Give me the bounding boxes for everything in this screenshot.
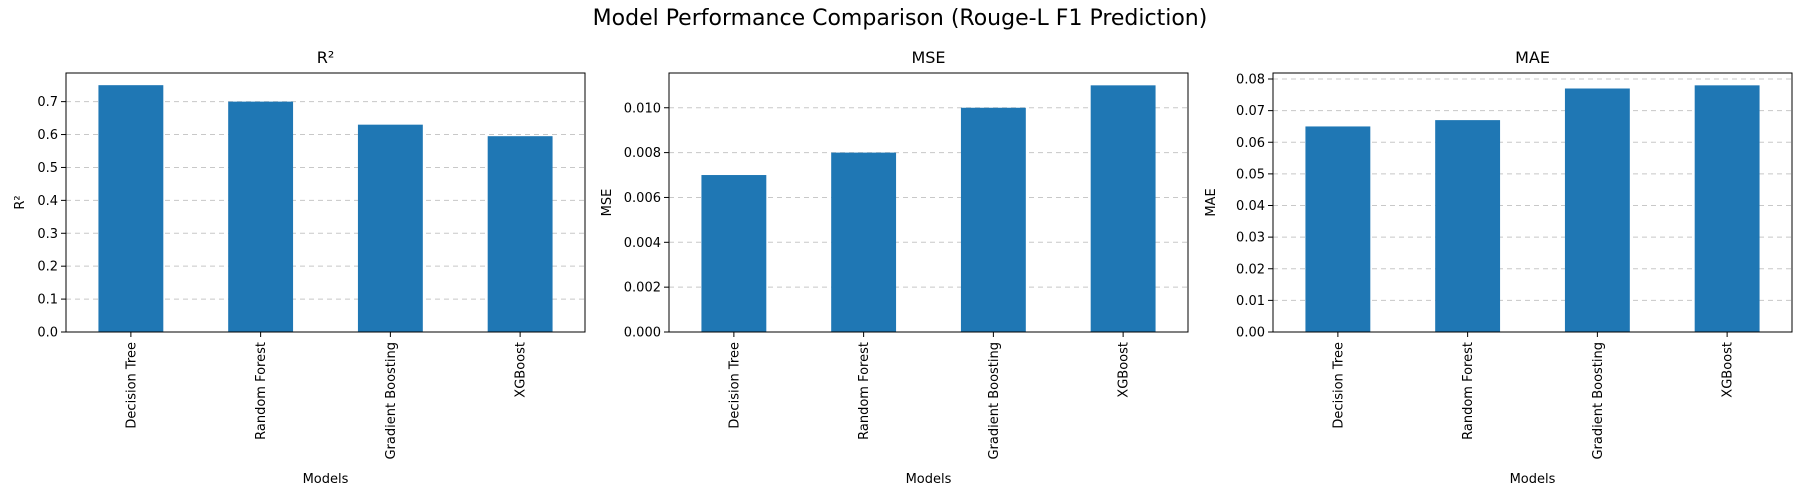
y-tick-label: 0.7 — [37, 95, 58, 110]
bar — [1564, 88, 1630, 332]
y-tick-label: 0.03 — [1236, 231, 1265, 246]
y-tick-label: 0.0 — [37, 326, 58, 341]
y-tick-label: 0.000 — [624, 326, 661, 341]
y-tick-label: 0.3 — [37, 227, 58, 242]
y-tick-label: 0.010 — [624, 101, 661, 116]
y-tick-label: 0.4 — [37, 194, 58, 209]
bar — [98, 85, 164, 332]
x-tick-label: Random Forest — [254, 342, 269, 440]
y-tick-label: 0.1 — [37, 293, 58, 308]
y-tick-label: 0.6 — [37, 128, 58, 143]
x-axis-label: Models — [906, 472, 952, 487]
bar — [1435, 120, 1501, 332]
bar — [1090, 85, 1156, 332]
axes-frame — [668, 72, 1189, 333]
bar — [1305, 126, 1371, 332]
bar — [357, 124, 423, 332]
y-axis-label: MAE — [1204, 188, 1219, 216]
y-tick-label: 0.07 — [1236, 104, 1265, 119]
chart-title: MAE — [1515, 48, 1550, 67]
bar — [487, 136, 553, 332]
x-tick-label: Gradient Boosting — [1591, 342, 1606, 460]
y-tick-label: 0.004 — [624, 236, 661, 251]
y-tick-label: 0.006 — [624, 191, 661, 206]
chart-title: R² — [317, 48, 335, 67]
chart-panel-2: 0.000 0.002 0.004 0.006 0.008 0.010 Decision T… — [600, 48, 1189, 487]
y-axis-label: MSE — [600, 189, 615, 217]
x-tick-label: Gradient Boosting — [987, 342, 1002, 460]
x-tick-label: Decision Tree — [1331, 342, 1346, 429]
x-tick-label: Random Forest — [1461, 342, 1476, 440]
chart-panel-1: 0.0 0.1 0.2 0.3 0.4 0.5 0.6 0.7 Decision Tree Ran… — [13, 48, 586, 487]
y-tick-label: 0.02 — [1236, 262, 1265, 277]
x-tick-label: Decision Tree — [124, 342, 139, 429]
y-tick-label: 0.04 — [1236, 199, 1265, 214]
bar — [701, 175, 767, 332]
chart-title: MSE — [911, 48, 945, 67]
chart-panel-3: 0.00 0.01 0.02 0.03 0.04 0.05 0.06 0.07 0.08 Deci… — [1204, 48, 1793, 487]
y-axis-label: R² — [13, 195, 28, 209]
bar — [831, 152, 897, 332]
y-tick-label: 0.08 — [1236, 73, 1265, 88]
x-axis-label: Models — [1510, 472, 1556, 487]
x-tick-label: Gradient Boosting — [384, 342, 399, 460]
y-tick-label: 0.00 — [1236, 326, 1265, 341]
x-tick-label: XGBoost — [1117, 342, 1132, 398]
y-tick-label: 0.05 — [1236, 167, 1265, 182]
x-axis-label: Models — [303, 472, 349, 487]
y-tick-label: 0.06 — [1236, 136, 1265, 151]
x-tick-label: XGBoost — [1721, 342, 1736, 398]
bar — [960, 107, 1026, 333]
x-tick-label: XGBoost — [514, 342, 529, 398]
bar — [1694, 85, 1760, 332]
figure-title: Model Performance Comparison (Rouge-L F1… — [592, 6, 1208, 31]
y-tick-label: 0.2 — [37, 260, 58, 275]
y-tick-label: 0.008 — [624, 146, 661, 161]
axes-frame — [1272, 72, 1793, 333]
axes-frame — [65, 72, 586, 333]
x-tick-label: Decision Tree — [727, 342, 742, 429]
y-tick-label: 0.002 — [624, 281, 661, 296]
bar — [228, 101, 294, 332]
y-tick-label: 0.01 — [1236, 294, 1265, 309]
x-tick-label: Random Forest — [857, 342, 872, 440]
y-tick-label: 0.5 — [37, 161, 58, 176]
